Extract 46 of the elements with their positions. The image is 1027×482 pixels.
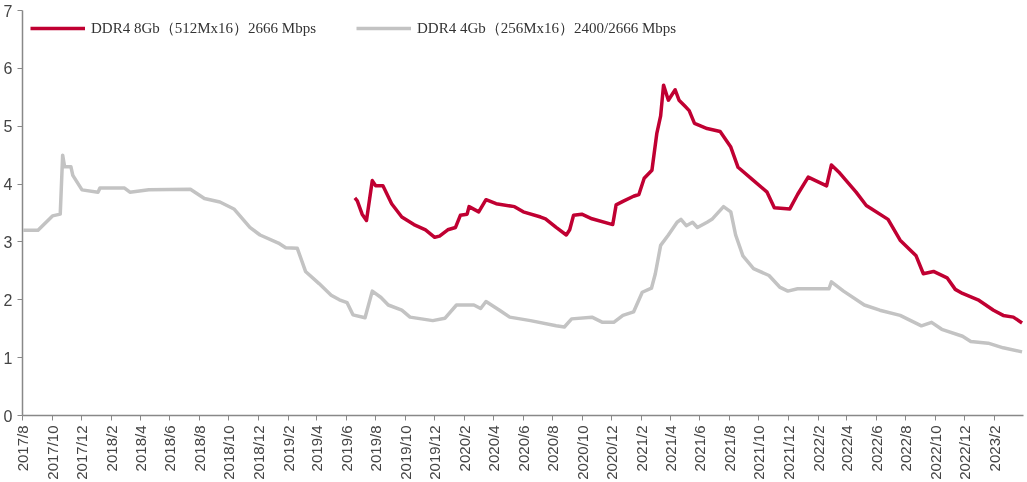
x-tick-label: 2019/2 — [279, 425, 297, 472]
y-tick-label: 6 — [3, 60, 13, 78]
legend-label: DDR4 4Gb（256Mx16）2400/2666 Mbps — [417, 18, 677, 38]
x-tick-label: 2019/12 — [426, 425, 444, 480]
line-series — [353, 83, 1024, 325]
x-tick-label: 2021/10 — [750, 425, 768, 480]
x-tick-label: 2021/8 — [720, 425, 738, 472]
x-tick-label: 2022/2 — [809, 425, 827, 472]
y-tick-label: 1 — [3, 349, 13, 367]
y-tick-label: 7 — [3, 2, 13, 20]
x-tick-label: 2021/4 — [661, 425, 679, 472]
x-tick-label: 2017/10 — [43, 425, 61, 480]
x-tick-label: 2022/10 — [926, 425, 944, 480]
x-tick-label: 2019/6 — [337, 425, 355, 472]
x-tick-label: 2018/2 — [103, 425, 121, 472]
x-tick-label: 2018/10 — [220, 425, 238, 480]
x-tick-label: 2023/2 — [986, 425, 1004, 472]
x-tick-label: 2019/4 — [308, 425, 326, 472]
x-tick-label: 2022/8 — [897, 425, 915, 472]
y-tick-label: 3 — [3, 233, 13, 251]
x-tick-label: 2022/4 — [838, 425, 856, 472]
x-tick-label: 2020/12 — [603, 425, 621, 480]
x-tick-label: 2020/8 — [544, 425, 562, 472]
x-tick-label: 2017/12 — [73, 425, 91, 480]
x-tick-label: 2018/8 — [190, 425, 208, 472]
x-tick-label: 2018/4 — [131, 425, 149, 472]
x-tick-label: 2020/10 — [573, 425, 591, 480]
x-tick-label: 2019/10 — [396, 425, 414, 480]
y-tick-label: 4 — [3, 176, 13, 194]
x-tick-label: 2020/6 — [514, 425, 532, 472]
x-tick-label: 2021/6 — [691, 425, 709, 472]
x-tick-label: 2022/12 — [956, 425, 974, 480]
x-tick-label: 2018/6 — [161, 425, 179, 472]
x-tick-label: 2018/12 — [249, 425, 267, 480]
x-tick-label: 2020/2 — [456, 425, 474, 472]
x-tick-label: 2021/2 — [633, 425, 651, 472]
y-tick-label: 2 — [3, 291, 13, 309]
x-tick-label: 2021/12 — [779, 425, 797, 480]
x-tick-label: 2019/8 — [367, 425, 385, 472]
y-tick-label: 5 — [3, 118, 13, 136]
x-tick-label: 2020/4 — [485, 425, 503, 472]
x-tick-label: 2017/8 — [14, 425, 31, 472]
x-tick-label: 2022/6 — [867, 425, 885, 472]
y-tick-label: 0 — [3, 407, 13, 425]
line-series — [22, 153, 1024, 354]
legend-label: DDR4 8Gb（512Mx16）2666 Mbps — [91, 18, 317, 38]
